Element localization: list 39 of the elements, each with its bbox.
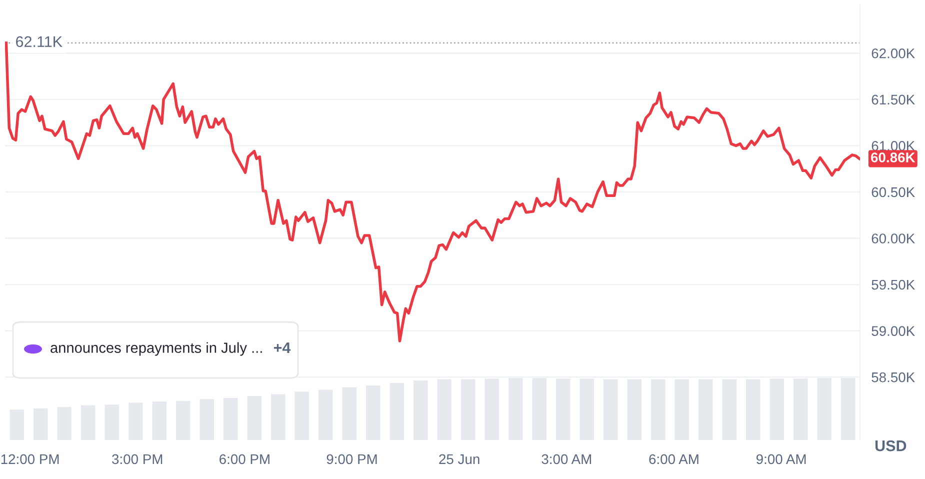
bar: [104, 404, 119, 440]
bar: [247, 396, 262, 440]
bar: [200, 399, 214, 440]
bar: [414, 380, 428, 440]
y-tick-label: 60.50K: [872, 187, 915, 198]
annotation: 60.86K: [871, 152, 916, 162]
bar: [271, 394, 286, 440]
x-tick-label: 6:00 AM: [649, 454, 698, 464]
bar: [318, 390, 333, 440]
y-tick-label: 58.50K: [872, 372, 915, 382]
bar: [342, 387, 356, 440]
y-axis-title: USD: [875, 440, 906, 452]
y-tick-label: 62.00K: [872, 48, 915, 58]
annotation: +4: [274, 342, 291, 353]
ref-line-label: 62.11K: [16, 36, 62, 48]
bar: [366, 385, 380, 440]
x-tick-label: 6:00 PM: [220, 454, 270, 464]
bar: [128, 402, 143, 440]
bar: [57, 407, 72, 440]
bar: [390, 382, 404, 440]
x-tick-label: 9:00 AM: [756, 454, 806, 464]
x-tick-label: 12:00 PM: [1, 454, 59, 464]
x-tick-label: 25 Jun: [439, 454, 480, 464]
y-tick-label: 59.50K: [872, 280, 915, 290]
annotation: announces repayments in July ...: [50, 342, 262, 356]
y-tick-label: 61.00K: [872, 141, 915, 151]
y-tick-label: 59.00K: [872, 326, 915, 336]
bar: [224, 398, 238, 440]
bar: [34, 408, 48, 440]
y-tick-label: 60.00K: [872, 234, 915, 244]
bar: [294, 392, 309, 440]
y-tick-label: 61.50K: [872, 94, 915, 105]
x-tick-label: 3:00 AM: [542, 454, 591, 464]
bar: [176, 400, 190, 440]
bar: [81, 405, 96, 440]
x-tick-label: 3:00 PM: [112, 454, 162, 464]
x-tick-label: 9:00 PM: [326, 454, 377, 464]
bar: [10, 410, 24, 440]
bar: [152, 402, 166, 440]
